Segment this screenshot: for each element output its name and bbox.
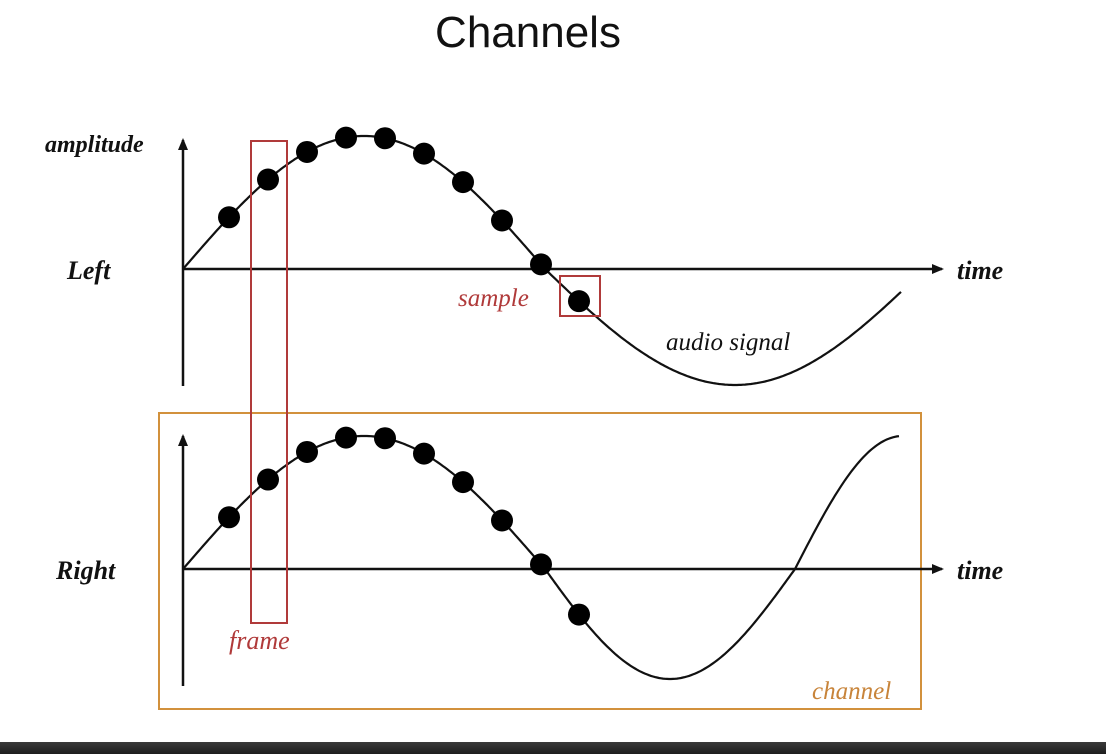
right-sample-dot xyxy=(530,553,552,576)
right-sample-dot xyxy=(335,426,357,449)
right-sample-dot xyxy=(296,440,318,463)
sample-box xyxy=(559,275,601,317)
time-label-top: time xyxy=(957,256,1003,285)
left-sample-dot xyxy=(257,168,279,191)
left-sample-dot xyxy=(296,140,318,163)
right-sample-dot xyxy=(452,471,474,494)
left-sample-dot xyxy=(452,171,474,194)
left-sample-dot xyxy=(413,142,435,165)
right-sample-dot xyxy=(257,468,279,491)
footer-bar xyxy=(0,742,1106,754)
slide-title: Channels xyxy=(435,8,621,57)
left-sample-dot xyxy=(530,253,552,276)
audio-signal-label: audio signal xyxy=(666,329,790,356)
channel-label: channel xyxy=(812,678,891,705)
left-sample-dot xyxy=(568,290,590,313)
right-sample-dot xyxy=(568,603,590,626)
right-label: Right xyxy=(55,556,116,585)
amplitude-label: amplitude xyxy=(45,132,144,158)
left-sample-dot xyxy=(335,126,357,149)
frame-label: frame xyxy=(229,626,290,655)
left-label: Left xyxy=(66,256,111,285)
right-samples xyxy=(218,426,590,626)
right-sample-dot xyxy=(374,427,396,450)
right-sample-dot xyxy=(413,442,435,465)
sample-label: sample xyxy=(458,285,529,312)
channel-box xyxy=(158,412,922,710)
left-sample-dot xyxy=(491,209,513,232)
time-label-bottom: time xyxy=(957,556,1003,585)
right-sample-dot xyxy=(491,509,513,532)
left-sample-dot xyxy=(374,127,396,150)
left-samples xyxy=(218,126,590,313)
right-sample-dot xyxy=(218,506,240,529)
left-sample-dot xyxy=(218,206,240,229)
frame-box xyxy=(250,140,288,624)
